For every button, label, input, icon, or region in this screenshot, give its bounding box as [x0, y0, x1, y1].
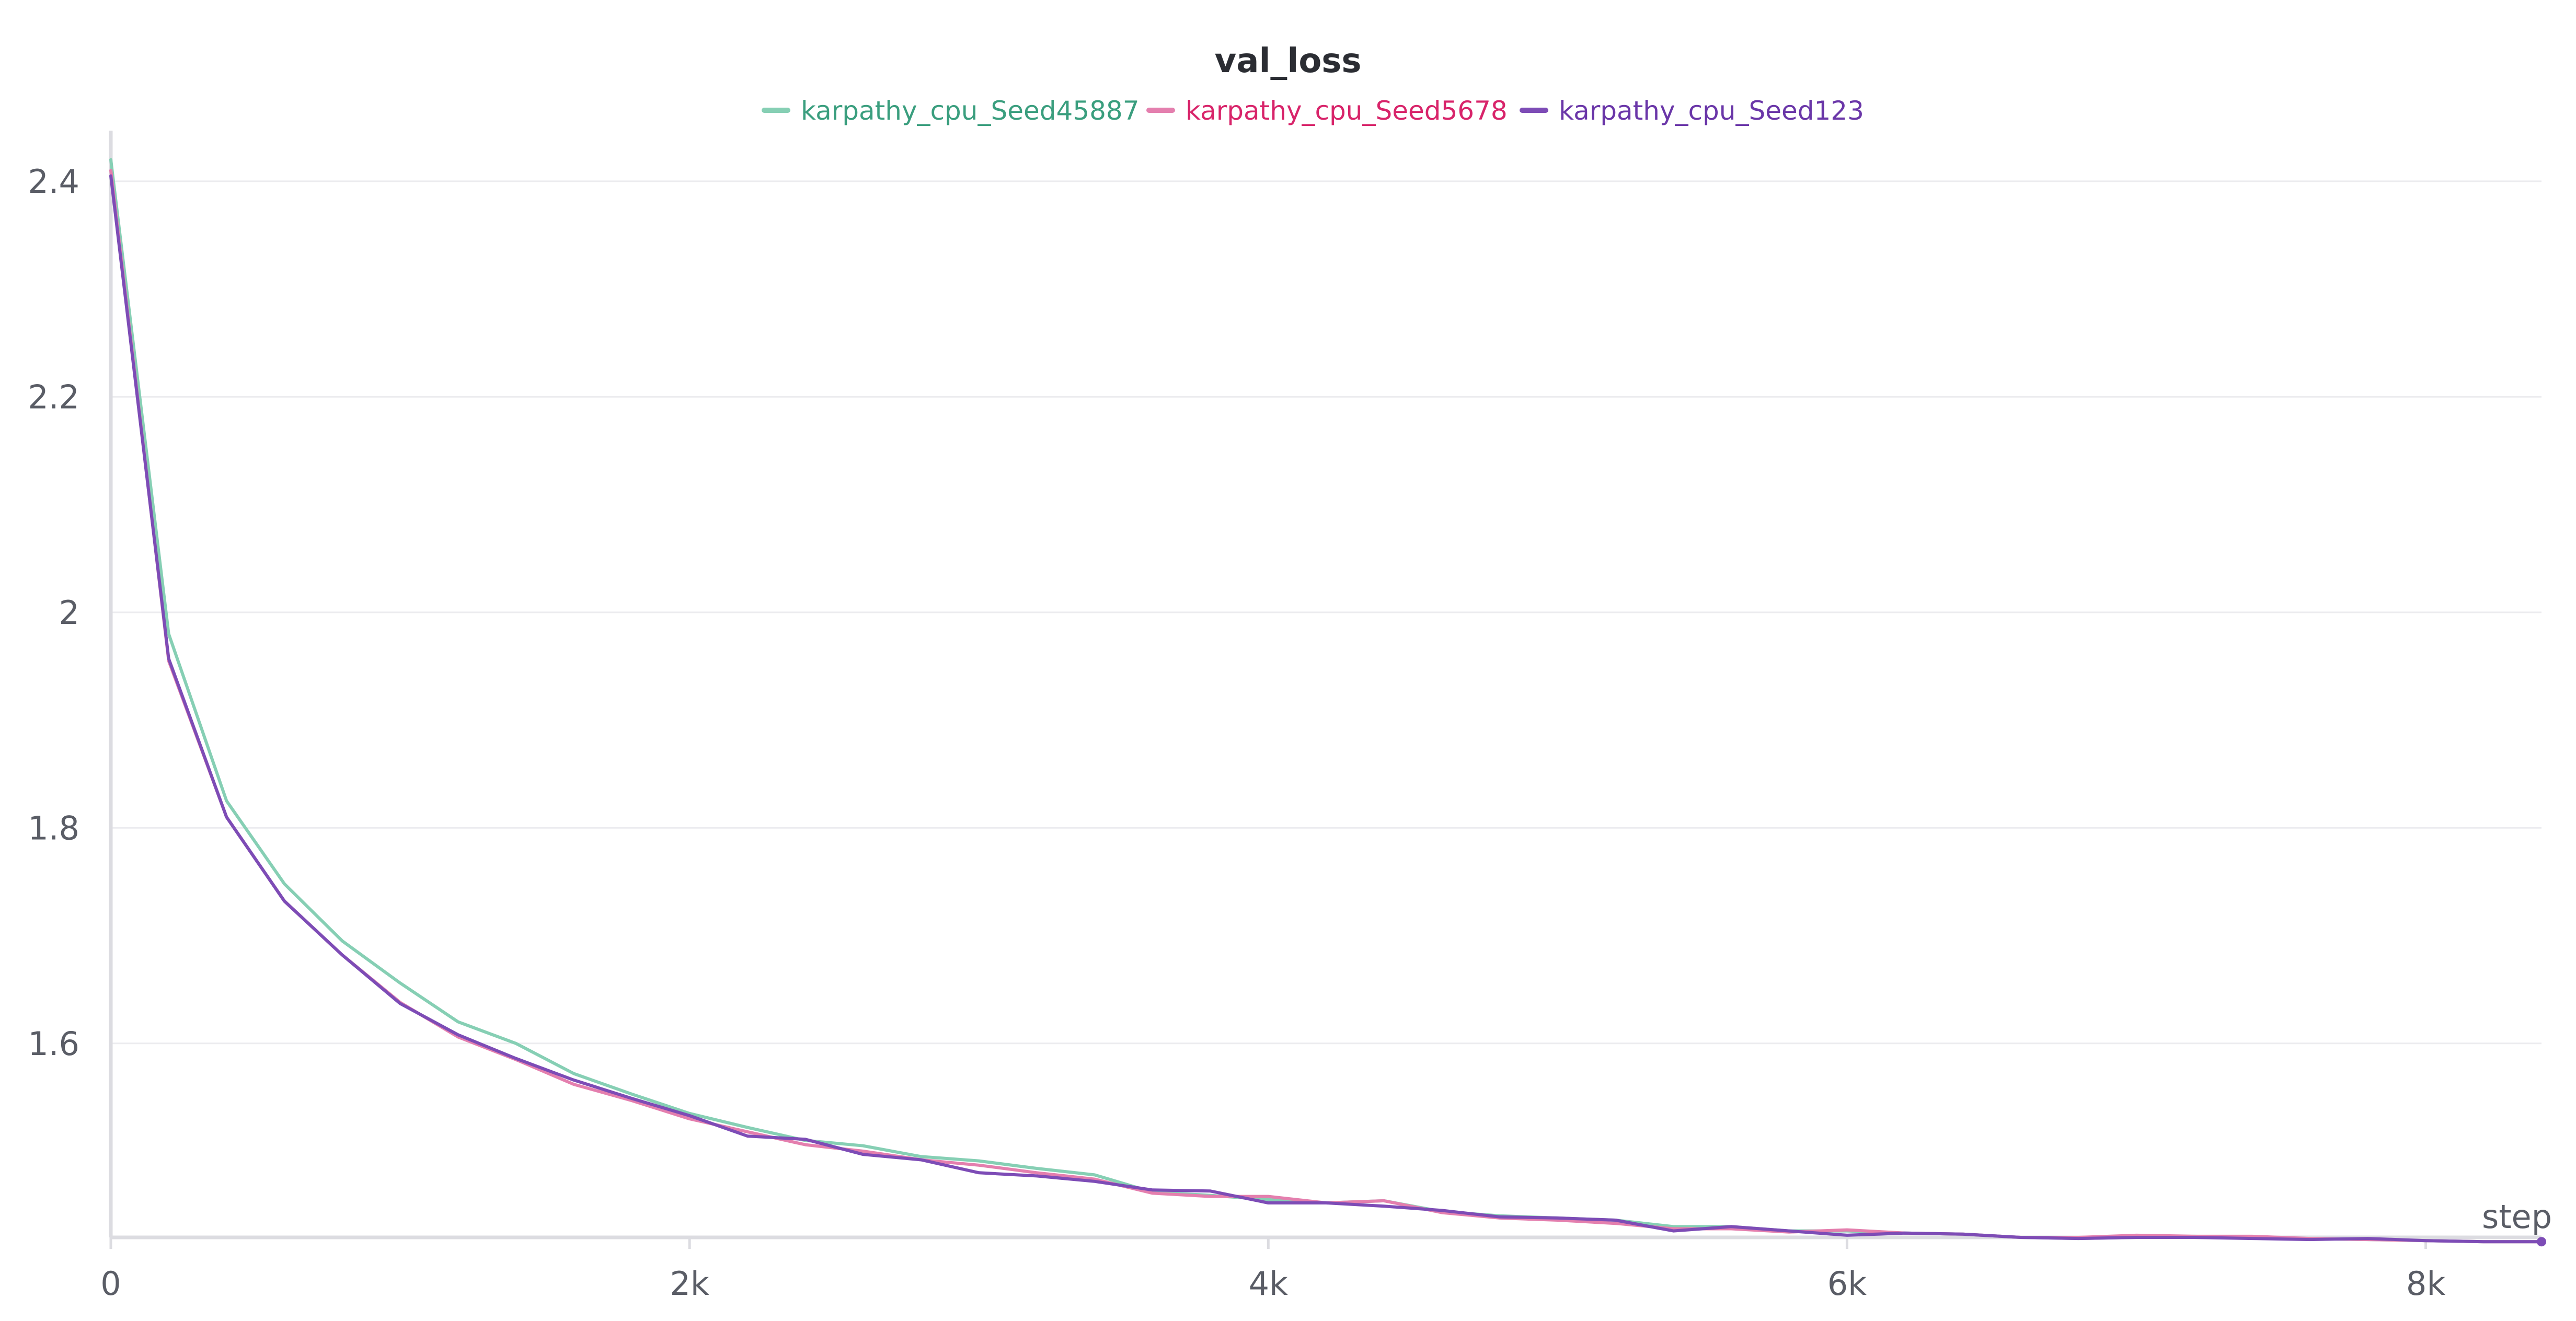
- legend[interactable]: karpathy_cpu_Seed45887 karpathy_cpu_Seed5…: [762, 96, 1864, 126]
- legend-label: karpathy_cpu_Seed45887: [801, 96, 1140, 126]
- y-tick-label: 2.2: [28, 378, 79, 416]
- legend-label: karpathy_cpu_Seed123: [1559, 96, 1864, 126]
- x-tick-label: 4k: [1249, 1265, 1288, 1303]
- series-layer: [109, 158, 2546, 1247]
- legend-item-3[interactable]: karpathy_cpu_Seed123: [1520, 96, 1864, 126]
- legend-label: karpathy_cpu_Seed5678: [1186, 96, 1508, 126]
- y-tick-label: 1.6: [28, 1025, 79, 1063]
- y-tick-label: 2: [59, 594, 79, 632]
- series-end-point[interactable]: [2537, 1237, 2546, 1247]
- series-line-2[interactable]: [109, 169, 2543, 1244]
- y-tick-label: 2.4: [28, 163, 79, 201]
- series-line-3[interactable]: [109, 174, 2543, 1244]
- x-tick-label: 0: [100, 1265, 121, 1303]
- y-tick-label: 1.8: [28, 809, 79, 847]
- x-axis-title: step: [2482, 1198, 2552, 1236]
- series-line-1[interactable]: [109, 158, 2543, 1244]
- x-tick-label: 8k: [2406, 1265, 2445, 1303]
- legend-item-1[interactable]: karpathy_cpu_Seed45887: [762, 96, 1140, 126]
- axes: 1.6 1.8 2 2.2 2.4 0 2k 4k 6k 8k: [28, 131, 2542, 1303]
- x-tick-label: 2k: [670, 1265, 709, 1303]
- x-tick-label: 6k: [1827, 1265, 1867, 1303]
- legend-item-2[interactable]: karpathy_cpu_Seed5678: [1146, 96, 1508, 126]
- grid: [111, 180, 2542, 1045]
- chart-title: val_loss: [1215, 42, 1362, 80]
